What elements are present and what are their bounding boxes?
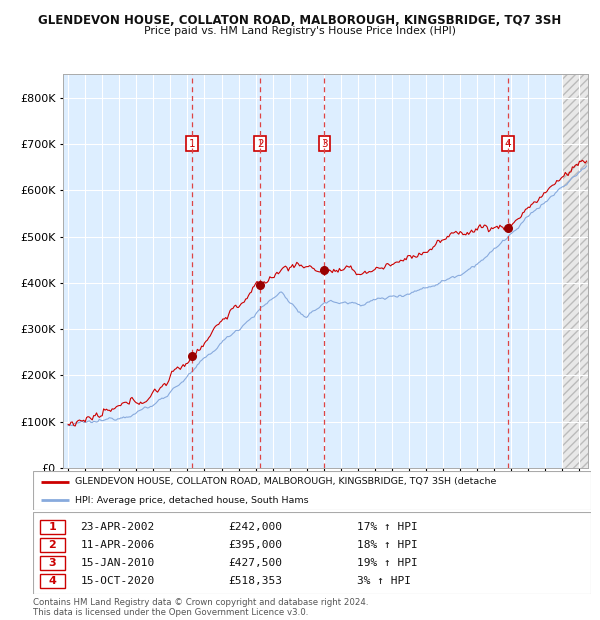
Bar	[40, 520, 65, 534]
Text: Price paid vs. HM Land Registry's House Price Index (HPI): Price paid vs. HM Land Registry's House …	[144, 26, 456, 36]
Text: 18% ↑ HPI: 18% ↑ HPI	[356, 540, 418, 550]
Text: Contains HM Land Registry data © Crown copyright and database right 2024.: Contains HM Land Registry data © Crown c…	[33, 598, 368, 607]
Text: 1: 1	[49, 522, 56, 532]
Text: 11-APR-2006: 11-APR-2006	[80, 540, 155, 550]
Text: 15-OCT-2020: 15-OCT-2020	[80, 576, 155, 586]
Text: £395,000: £395,000	[229, 540, 283, 550]
Text: £518,353: £518,353	[229, 576, 283, 586]
Text: 4: 4	[49, 576, 56, 586]
Text: 3% ↑ HPI: 3% ↑ HPI	[356, 576, 410, 586]
Text: 4: 4	[505, 139, 511, 149]
Text: 17% ↑ HPI: 17% ↑ HPI	[356, 522, 418, 532]
Text: GLENDEVON HOUSE, COLLATON ROAD, MALBOROUGH, KINGSBRIDGE, TQ7 3SH (detache: GLENDEVON HOUSE, COLLATON ROAD, MALBOROU…	[75, 477, 496, 487]
Text: £242,000: £242,000	[229, 522, 283, 532]
Text: 3: 3	[321, 139, 328, 149]
Text: 2: 2	[257, 139, 263, 149]
Text: 15-JAN-2010: 15-JAN-2010	[80, 558, 155, 568]
Text: This data is licensed under the Open Government Licence v3.0.: This data is licensed under the Open Gov…	[33, 608, 308, 617]
Text: HPI: Average price, detached house, South Hams: HPI: Average price, detached house, Sout…	[75, 495, 308, 505]
Bar	[562, 74, 588, 468]
Bar	[63, 74, 562, 468]
Bar	[40, 574, 65, 588]
Text: 19% ↑ HPI: 19% ↑ HPI	[356, 558, 418, 568]
Text: 3: 3	[49, 558, 56, 568]
Text: GLENDEVON HOUSE, COLLATON ROAD, MALBOROUGH, KINGSBRIDGE, TQ7 3SH: GLENDEVON HOUSE, COLLATON ROAD, MALBOROU…	[38, 14, 562, 27]
Text: £427,500: £427,500	[229, 558, 283, 568]
Text: 1: 1	[189, 139, 196, 149]
Bar	[40, 556, 65, 570]
Bar	[40, 538, 65, 552]
Text: 2: 2	[49, 540, 56, 550]
Text: 23-APR-2002: 23-APR-2002	[80, 522, 155, 532]
